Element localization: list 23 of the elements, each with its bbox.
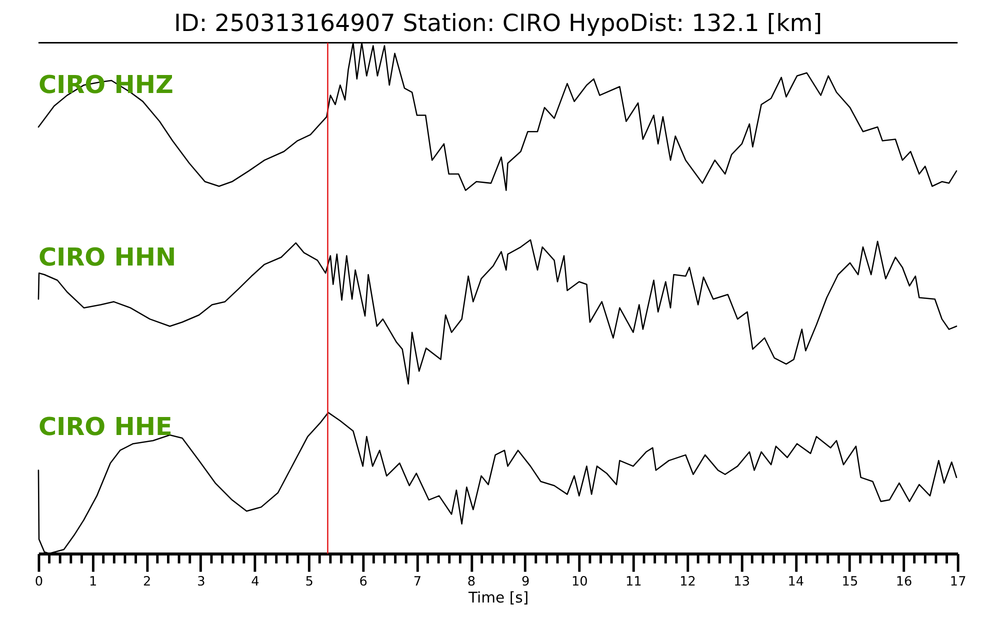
x-tick-label: 16 xyxy=(896,574,912,590)
x-tick-label: 17 xyxy=(950,574,966,590)
x-tick-label: 9 xyxy=(521,574,530,590)
x-tick-label: 11 xyxy=(626,574,642,590)
x-tick-label: 0 xyxy=(34,574,44,590)
x-tick-label: 7 xyxy=(413,574,422,590)
x-tick-label: 3 xyxy=(197,574,206,590)
series-label: CIRO HHZ xyxy=(38,70,174,99)
x-axis-title: Time [s] xyxy=(467,589,529,606)
x-tick-label: 14 xyxy=(788,574,804,590)
x-tick-label: 4 xyxy=(251,574,260,590)
x-tick-label: 2 xyxy=(143,574,152,590)
x-tick-label: 1 xyxy=(88,574,98,590)
x-tick-label: 6 xyxy=(359,574,368,590)
x-tick-label: 12 xyxy=(680,574,696,590)
series-label: CIRO HHE xyxy=(38,412,172,442)
series-label: CIRO HHN xyxy=(38,242,176,272)
x-tick-label: 5 xyxy=(305,574,314,590)
x-tick-label: 10 xyxy=(571,574,588,590)
x-tick-label: 8 xyxy=(467,574,476,590)
x-tick-label: 15 xyxy=(842,574,858,590)
x-tick-label: 13 xyxy=(734,574,750,590)
chart-title: ID: 250313164907 Station: CIRO HypoDist: 132.1 [km] xyxy=(174,9,822,38)
